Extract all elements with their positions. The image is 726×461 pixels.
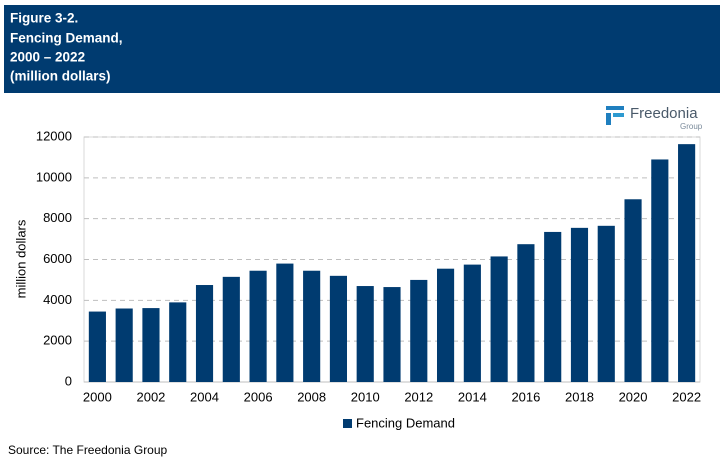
logo-icon	[606, 106, 624, 110]
bar	[597, 225, 615, 382]
bar	[517, 244, 535, 382]
bar	[115, 308, 133, 382]
bar	[624, 199, 642, 382]
x-tick-label: 2006	[244, 389, 273, 404]
legend-label: Fencing Demand	[356, 415, 455, 430]
y-tick-label: 12000	[36, 128, 72, 143]
bar	[463, 264, 481, 382]
y-tick-label: 2000	[43, 333, 72, 348]
x-tick-label: 2022	[672, 389, 701, 404]
bar	[249, 270, 267, 382]
x-tick-label: 2002	[136, 389, 165, 404]
x-tick-label: 2020	[619, 389, 648, 404]
bar	[570, 227, 589, 382]
y-axis-label: million dollars	[13, 219, 28, 298]
header-line: (million dollars)	[10, 69, 111, 84]
header-line: 2000 – 2022	[10, 50, 85, 65]
logo-icon	[613, 113, 624, 117]
bar	[356, 286, 374, 382]
x-tick-label: 2008	[297, 389, 326, 404]
bar	[436, 268, 455, 382]
legend-swatch	[343, 419, 352, 428]
bar	[383, 287, 401, 382]
bar	[142, 308, 160, 382]
header-banner	[4, 5, 720, 93]
bar	[651, 159, 669, 382]
bar	[222, 276, 240, 382]
x-tick-label: 2004	[190, 389, 219, 404]
logo-sub: Group	[680, 122, 703, 131]
logo-icon	[606, 113, 611, 125]
y-tick-label: 8000	[43, 210, 72, 225]
x-tick-label: 2012	[404, 389, 433, 404]
bar	[329, 275, 348, 382]
y-tick-label: 10000	[36, 169, 72, 184]
bar	[490, 256, 508, 382]
y-tick-label: 0	[65, 373, 72, 388]
bar	[678, 144, 696, 382]
header-line: Figure 3-2.	[10, 11, 78, 26]
x-tick-label: 2016	[511, 389, 540, 404]
logo: Freedonia Group	[606, 105, 703, 131]
bar	[303, 270, 321, 382]
bar	[169, 302, 187, 382]
x-tick-label: 2018	[565, 389, 594, 404]
bar	[276, 263, 294, 382]
y-tick-label: 4000	[43, 292, 72, 307]
x-tick-label: 2000	[83, 389, 112, 404]
x-tick-label: 2014	[458, 389, 487, 404]
bar	[195, 285, 214, 382]
x-tick-label: 2010	[351, 389, 380, 404]
bar	[544, 231, 562, 382]
bar	[88, 311, 106, 382]
source: Source: The Freedonia Group	[8, 443, 168, 457]
bar	[410, 279, 428, 382]
header-line: Fencing Demand,	[10, 31, 123, 46]
y-tick-label: 6000	[43, 251, 72, 266]
logo-name: Freedonia	[630, 105, 698, 122]
